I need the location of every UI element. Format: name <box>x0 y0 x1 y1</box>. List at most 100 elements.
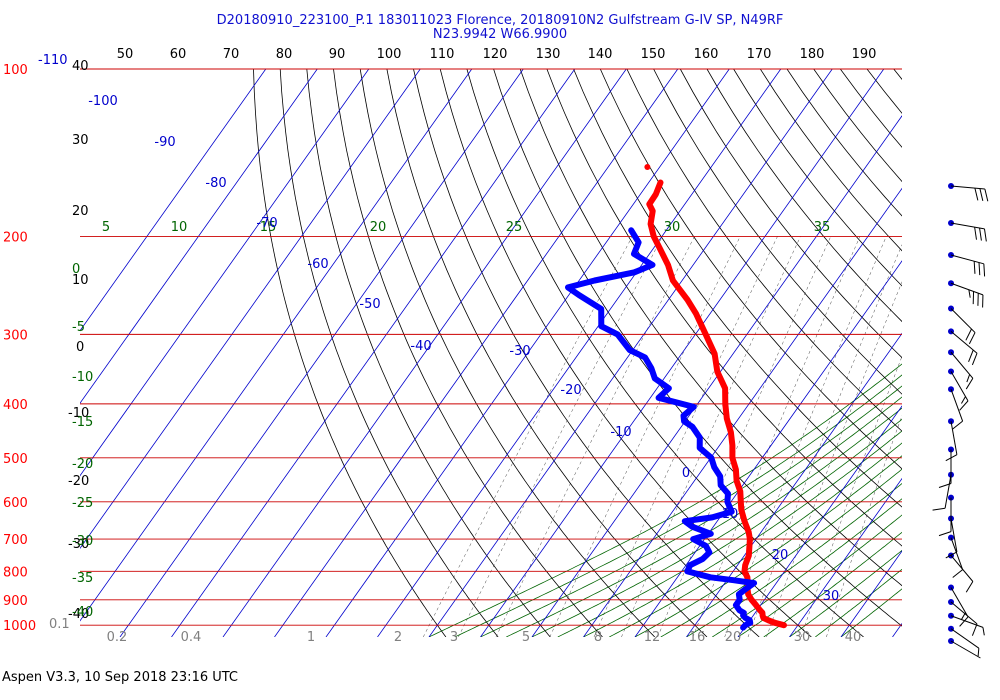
isotherm-line <box>789 477 902 637</box>
wind-barb <box>938 494 954 537</box>
wind-barb <box>948 368 969 411</box>
wind-barb-flag <box>945 454 958 462</box>
wind-barb <box>948 219 987 242</box>
wind-barb-flag <box>968 289 971 298</box>
isotherm-label: -40 <box>410 339 431 354</box>
dry-adiabat-line <box>866 69 902 114</box>
moist-adiabat-line <box>840 588 902 637</box>
moist-adiabat-line <box>583 430 902 637</box>
moist-adiabat-line <box>789 549 902 637</box>
dry-adiabat-line <box>359 69 655 637</box>
wind-barb <box>948 612 985 636</box>
footer-version-timestamp: Aspen V3.3, 10 Sep 2018 23:16 UTC <box>2 670 239 685</box>
isotherm-label: 0 <box>682 466 690 481</box>
wind-barb-staff <box>950 640 981 659</box>
wind-barb <box>948 305 976 345</box>
isotherm-label: -60 <box>307 257 328 272</box>
dry-adiabat-label: -40 <box>68 607 89 622</box>
wind-barb-flag <box>979 227 982 241</box>
isotherm-label: -100 <box>88 94 118 109</box>
pressure-label: 200 <box>3 230 28 245</box>
wind-barb-staff <box>950 389 964 422</box>
mixing-ratio-label: 0.2 <box>107 630 128 645</box>
wind-barb-flag <box>938 531 952 537</box>
mixing-ratio-label: 1 <box>307 630 315 645</box>
dry-adiabat-line <box>626 69 902 432</box>
top-axis-label: 80 <box>276 47 293 62</box>
isotherm-line <box>119 69 524 637</box>
wind-barb-staff <box>950 615 984 628</box>
isotherm-line <box>80 69 267 332</box>
wind-barb-staff <box>950 351 974 379</box>
isotherm-label: -80 <box>205 176 226 191</box>
mixing-ratio-line <box>766 281 902 637</box>
wind-barb-flag <box>984 188 989 202</box>
dry-adiabat-line <box>386 69 708 637</box>
top-axis-label: 180 <box>800 47 825 62</box>
wind-barb <box>945 418 958 462</box>
moist-adiabat-label: -20 <box>72 457 93 472</box>
top-axis-label: 70 <box>223 47 240 62</box>
moist-adiabat-top-label: 15 <box>260 220 277 235</box>
dry-adiabat-line <box>599 69 902 470</box>
pressure-label: 100 <box>3 63 28 78</box>
pressure-label: 900 <box>3 594 28 609</box>
mixing-ratio-line <box>621 236 801 637</box>
moist-adiabat-line <box>531 407 902 637</box>
pressure-label: 400 <box>3 398 28 413</box>
moist-adiabat-top-label: 30 <box>664 220 681 235</box>
wind-barb-staff <box>950 330 978 354</box>
isotherm-line <box>686 332 902 637</box>
temperature-point <box>644 163 651 170</box>
wind-barbs <box>932 183 989 659</box>
mixing-ratio-label: 20 <box>725 630 742 645</box>
wind-barb <box>948 625 980 657</box>
dry-adiabat-line <box>519 69 902 587</box>
top-axis-label: 120 <box>483 47 508 62</box>
top-axis-label: 60 <box>170 47 187 62</box>
isotherm-line <box>377 69 782 637</box>
dry-adiabat-line <box>333 69 603 637</box>
wind-barb-staff <box>950 587 969 618</box>
mixing-ratio-line <box>458 236 663 637</box>
wind-barb-staff <box>950 421 958 455</box>
wind-barb-staff <box>950 222 985 230</box>
moist-adiabat-top-label: 20 <box>370 220 387 235</box>
isotherm-label: -70 <box>256 216 277 231</box>
dry-adiabat-line <box>706 69 902 323</box>
isotherm-line <box>634 260 902 637</box>
wind-barb-flag <box>961 396 966 404</box>
dry-adiabat-label: -10 <box>68 406 89 421</box>
wind-barb-flag <box>971 353 978 366</box>
mixing-ratio-label: 0.4 <box>181 630 202 645</box>
wind-barb-flag <box>973 261 976 274</box>
wind-barb <box>948 183 989 202</box>
mixing-ratio-label: 3 <box>450 630 458 645</box>
wind-barb-flag <box>974 227 977 240</box>
moist-adiabat-line <box>480 385 902 637</box>
wind-barb-flag <box>982 627 985 636</box>
mixing-ratio-label: 30 <box>794 630 811 645</box>
dry-adiabat-label: 0 <box>76 340 84 355</box>
dry-adiabat-line <box>893 69 902 80</box>
chart-title: D20180910_223100_P.1 183011023 Florence,… <box>0 14 1000 42</box>
moist-adiabat-label: -15 <box>72 415 93 430</box>
pressure-label: 500 <box>3 452 28 467</box>
top-axis-label: 130 <box>536 47 561 62</box>
dry-adiabat-label: 20 <box>72 204 89 219</box>
moist-adiabat-line <box>557 418 902 637</box>
moist-adiabat-line <box>506 396 902 637</box>
moist-adiabats <box>428 363 902 637</box>
isotherm-label: -10 <box>610 425 631 440</box>
moist-adiabat-label: -10 <box>72 370 93 385</box>
wind-barb <box>948 386 964 430</box>
top-axis-label: 110 <box>430 47 455 62</box>
moist-adiabat-line <box>454 374 902 637</box>
wind-barb-flag <box>952 569 963 578</box>
wind-barb-flag <box>965 378 974 390</box>
title-line-1: D20180910_223100_P.1 183011023 Florence,… <box>216 13 784 28</box>
wind-barb-flag <box>977 648 980 657</box>
dry-adiabat-line <box>759 69 902 252</box>
dry-adiabat-label: 10 <box>72 273 89 288</box>
wind-barb <box>948 328 978 366</box>
